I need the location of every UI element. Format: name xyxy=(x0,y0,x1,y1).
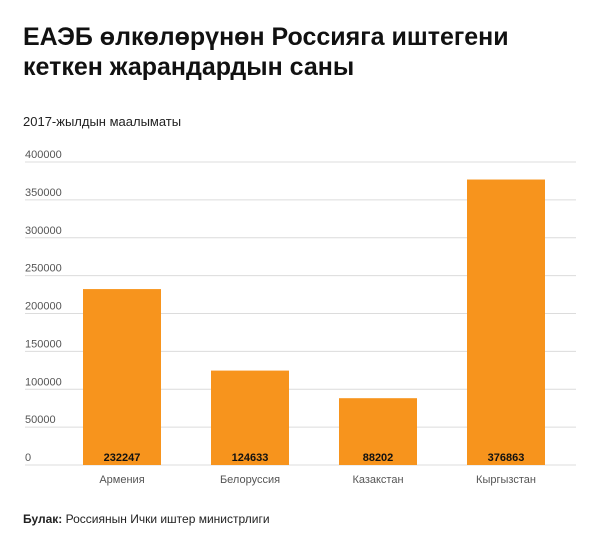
y-axis-ticks: 0 50000 100000 150000 200000 250000 300000 3500… xyxy=(25,149,62,464)
bar-value-label: 376863 xyxy=(488,452,525,464)
x-tick-label: Казакстан xyxy=(352,474,403,486)
bar-chart: 0 50000 100000 150000 200000 250000 300000 3500… xyxy=(25,149,576,486)
bar xyxy=(467,179,545,465)
bars xyxy=(83,179,545,465)
y-tick-label: 300000 xyxy=(25,225,62,237)
source-note: Булак: Россиянын Ички иштер министрлиги xyxy=(23,512,270,527)
chart-title: ЕАЭБ өлкөлөрүнөн Россияга иштегени кетке… xyxy=(23,23,509,81)
bar xyxy=(83,289,161,465)
y-tick-label: 400000 xyxy=(25,149,62,161)
value-labels: 232247 124633 88202 376863 xyxy=(104,452,525,464)
y-tick-label: 200000 xyxy=(25,301,62,313)
y-tick-label: 150000 xyxy=(25,338,62,350)
source-label: Булак: xyxy=(23,512,63,526)
y-tick-label: 250000 xyxy=(25,263,62,275)
chart-subtitle: 2017-жылдын маалыматы xyxy=(23,114,182,129)
y-tick-label: 100000 xyxy=(25,376,62,388)
x-tick-label: Белоруссия xyxy=(220,474,280,486)
bar-value-label: 124633 xyxy=(232,452,269,464)
y-tick-label: 350000 xyxy=(25,187,62,199)
source-text: Россиянын Ички иштер министрлиги xyxy=(65,512,270,526)
y-tick-label: 50000 xyxy=(25,414,56,426)
bar xyxy=(211,370,289,465)
x-axis-ticks: Армения Белоруссия Казакстан Кыргызстан xyxy=(99,474,536,486)
bar-value-label: 88202 xyxy=(363,452,394,464)
bar xyxy=(339,398,417,465)
bar-value-label: 232247 xyxy=(104,452,141,464)
x-tick-label: Армения xyxy=(99,474,144,486)
x-tick-label: Кыргызстан xyxy=(476,474,536,486)
y-tick-label: 0 xyxy=(25,452,31,464)
